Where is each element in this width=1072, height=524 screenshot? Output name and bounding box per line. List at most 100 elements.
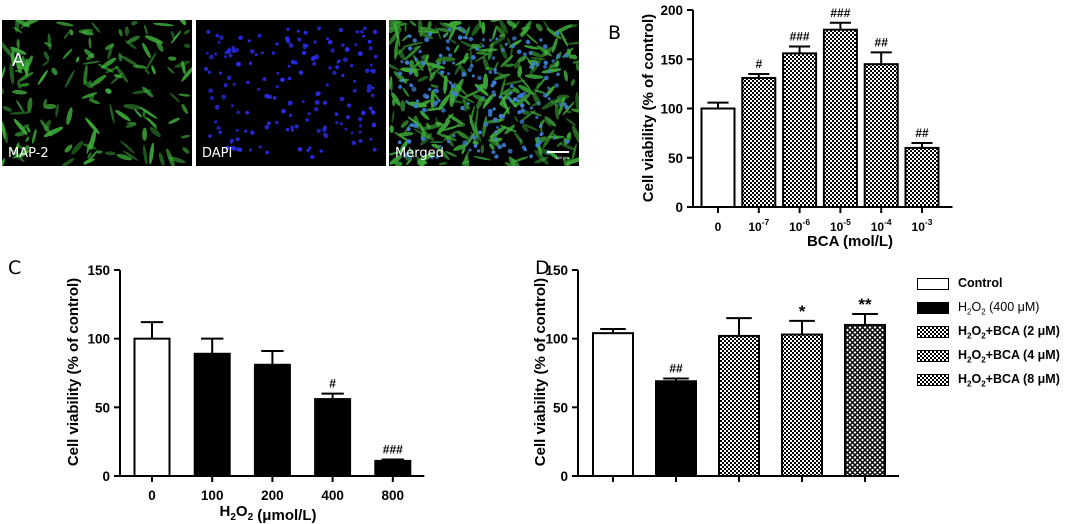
neuron-mark [43,104,57,110]
nucleus-mark [464,36,468,40]
nucleus-mark [447,139,451,144]
bar [844,323,886,477]
neuron-mark [462,98,471,110]
neuron-mark [565,156,579,165]
nucleus-mark [244,129,248,133]
nucleus-mark [230,104,234,108]
neuron-mark [438,162,448,166]
x-tick-label: 200 [261,488,284,503]
nucleus-mark [297,147,303,152]
micrograph-map2: A MAP-2 [2,20,192,166]
neuron-mark [144,67,150,75]
neuron-mark [448,20,462,26]
nucleus-mark [445,46,450,50]
nucleus-mark [352,88,357,93]
neuron-mark [530,57,546,61]
neuron-mark [498,106,511,123]
neuron-mark [89,80,94,89]
y-tick-label: 150 [545,263,568,278]
nucleus-mark [535,62,540,67]
nucleus-mark [450,83,456,89]
nucleus-mark [481,44,485,48]
neuron-mark [502,89,516,95]
nucleus-mark [478,130,483,135]
neuron-mark [484,66,494,71]
nucleus-mark [341,73,345,77]
nucleus-mark [558,102,562,107]
neuron-mark [493,73,511,80]
nucleus-mark [457,35,463,40]
neuron-mark [115,109,131,122]
nucleus-mark [469,63,474,68]
neuron-mark [559,30,569,47]
y-tick-label: 150 [87,263,110,278]
neuron-mark [519,76,531,90]
neuron-mark [523,45,540,50]
nucleus-mark [407,46,413,51]
nucleus-mark [555,31,560,36]
nucleus-mark [462,35,466,40]
y-tick-label: 200 [660,3,683,18]
neuron-mark [2,88,5,95]
nucleus-mark [362,34,365,38]
neuron-mark [2,42,15,60]
bar [193,352,231,478]
neuron-mark [181,60,186,75]
neuron-mark [390,75,393,92]
neuron-mark [453,44,460,53]
nucleus-mark [400,79,404,83]
nucleus-mark [365,68,370,74]
bar [700,107,736,208]
neuron-mark [419,110,430,121]
neuron-mark [534,149,549,165]
panel-letter-c: C [8,257,22,279]
neuron-mark [408,61,420,75]
neuron-mark [519,138,523,146]
nucleus-mark [372,147,377,152]
neuron-mark [142,145,148,165]
nucleus-mark [442,60,446,65]
neuron-mark [16,38,20,49]
neuron-mark [15,56,22,73]
nucleus-mark [519,119,525,125]
nucleus-mark [408,67,412,71]
neuron-mark [2,158,5,166]
nucleus-mark [519,103,525,108]
neuron-mark [401,34,410,42]
neuron-mark [115,65,129,83]
nucleus-mark [443,34,446,38]
neuron-mark [104,43,115,50]
y-tick-label: 0 [560,469,568,484]
neuron-mark [449,92,455,108]
neuron-mark [417,30,438,34]
neuron-mark [27,97,33,113]
nucleus-mark [264,125,270,130]
bar [253,363,291,478]
neuron-mark [572,60,579,64]
neuron-mark [413,128,431,139]
neuron-mark [2,126,9,144]
nucleus-mark [424,37,430,43]
neuron-mark [517,65,523,78]
nucleus-mark [453,92,458,97]
nucleus-mark [564,53,569,58]
nucleus-mark [312,61,317,66]
neuron-mark [61,158,75,166]
y-tick-label: 50 [95,400,110,415]
nucleus-mark [208,88,213,93]
nucleus-mark [494,154,499,159]
neuron-mark [469,46,473,68]
nucleus-mark [322,127,327,133]
neuron-mark [435,145,450,161]
nucleus-mark [518,93,524,98]
nucleus-mark [462,30,466,34]
neuron-mark [466,131,476,147]
neuron-mark [389,151,402,156]
neuron-mark [524,98,531,106]
significance-label: # [755,57,762,71]
neuron-mark [499,77,506,99]
micrograph-merged: Merged 100 μm [389,20,579,166]
nucleus-mark [397,84,403,89]
nucleus-mark [536,136,540,140]
